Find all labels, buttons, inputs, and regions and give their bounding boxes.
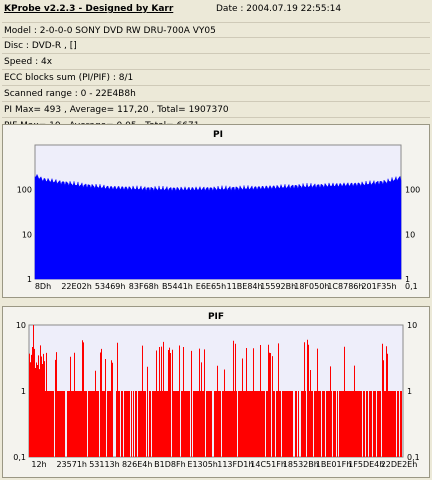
x-tick: 201F35h bbox=[361, 282, 396, 291]
x-tick: B1D8Fh bbox=[154, 460, 186, 469]
x-tick: 826E4h bbox=[122, 460, 152, 469]
x-tick: 15592Bh bbox=[260, 282, 296, 291]
x-tick: 23571h bbox=[56, 460, 87, 469]
pi-stats-row: PI Max= 493 , Average= 117,20 , Total= 1… bbox=[2, 102, 430, 118]
y-tick-left: 10 bbox=[22, 230, 32, 239]
scan-date: Date : 2004.07.19 22:55:14 bbox=[216, 4, 342, 14]
x-tick: 83F68h bbox=[129, 282, 159, 291]
x-tick: 53113h bbox=[89, 460, 120, 469]
info-panel: KProbe v2.2.3 - Designed by Karr Date : … bbox=[0, 0, 432, 131]
chart-title: PIF bbox=[208, 312, 224, 322]
y-tick-left: 1 bbox=[27, 275, 32, 284]
ecc-row: ECC blocks sum (PI/PIF) : 8/1 bbox=[2, 70, 430, 86]
header-bar: KProbe v2.2.3 - Designed by Karr Date : … bbox=[4, 4, 428, 16]
x-tick: 1C8786h bbox=[327, 282, 363, 291]
y-tick-left: 1 bbox=[21, 387, 26, 396]
y-tick-right: 0,1 bbox=[405, 282, 418, 291]
x-tick: 8Dh bbox=[35, 282, 51, 291]
y-tick-right: 100 bbox=[405, 186, 420, 195]
x-tick: 113FD1h bbox=[217, 460, 253, 469]
pi-area-series bbox=[34, 173, 402, 280]
speed-row: Speed : 4x bbox=[2, 54, 430, 70]
pif-chart: PIF 10 1 0,1 10 1 0,1 12h 23571h 53113h 826E4h B1D8… bbox=[13, 312, 420, 469]
x-tick: 11BE84h bbox=[227, 282, 263, 291]
pif-bar-series bbox=[29, 325, 402, 457]
x-tick: 1F5DE4h bbox=[348, 460, 384, 469]
x-tick: 1BE01Fh bbox=[316, 460, 351, 469]
x-tick: 12h bbox=[31, 460, 46, 469]
x-tick: 18F050h bbox=[294, 282, 329, 291]
app-title: KProbe v2.2.3 - Designed by Karr bbox=[4, 4, 174, 14]
y-tick-left: 0,1 bbox=[13, 453, 26, 462]
y-tick-right: 1 bbox=[405, 275, 410, 284]
disc-row: Disc : DVD-R , [] bbox=[2, 38, 430, 54]
y-tick-right: 10 bbox=[407, 321, 417, 330]
y-tick-left: 100 bbox=[17, 186, 32, 195]
x-tick: 53469h bbox=[95, 282, 126, 291]
model-row: Model : 2-0-0-0 SONY DVD RW DRU-700A VY0… bbox=[2, 22, 430, 38]
x-tick: 22E02h bbox=[61, 282, 91, 291]
x-tick: E6E65h bbox=[196, 282, 226, 291]
y-tick-left: 10 bbox=[16, 321, 26, 330]
y-tick-right: 10 bbox=[405, 230, 415, 239]
x-tick: B5441h bbox=[162, 282, 193, 291]
x-tick: E1305h bbox=[187, 460, 217, 469]
y-tick-right: 0,1 bbox=[407, 453, 420, 462]
y-tick-right: 1 bbox=[407, 387, 412, 396]
x-tick: 22DE2Eh bbox=[381, 460, 418, 469]
range-row: Scanned range : 0 - 22E4B8h bbox=[2, 86, 430, 102]
chart-title: PI bbox=[213, 130, 223, 140]
pif-chart-panel: PIF 10 1 0,1 10 1 0,1 12h 23571h 53113h 826E4h B1D8… bbox=[2, 306, 430, 478]
x-tick: 18532Bh bbox=[283, 460, 319, 469]
x-tick: 14C51Fh bbox=[250, 460, 286, 469]
pi-chart-panel: PI 100 10 1 100 10 1 0,1 8Dh 22E02h 53469h 83F68h B5… bbox=[2, 124, 430, 298]
